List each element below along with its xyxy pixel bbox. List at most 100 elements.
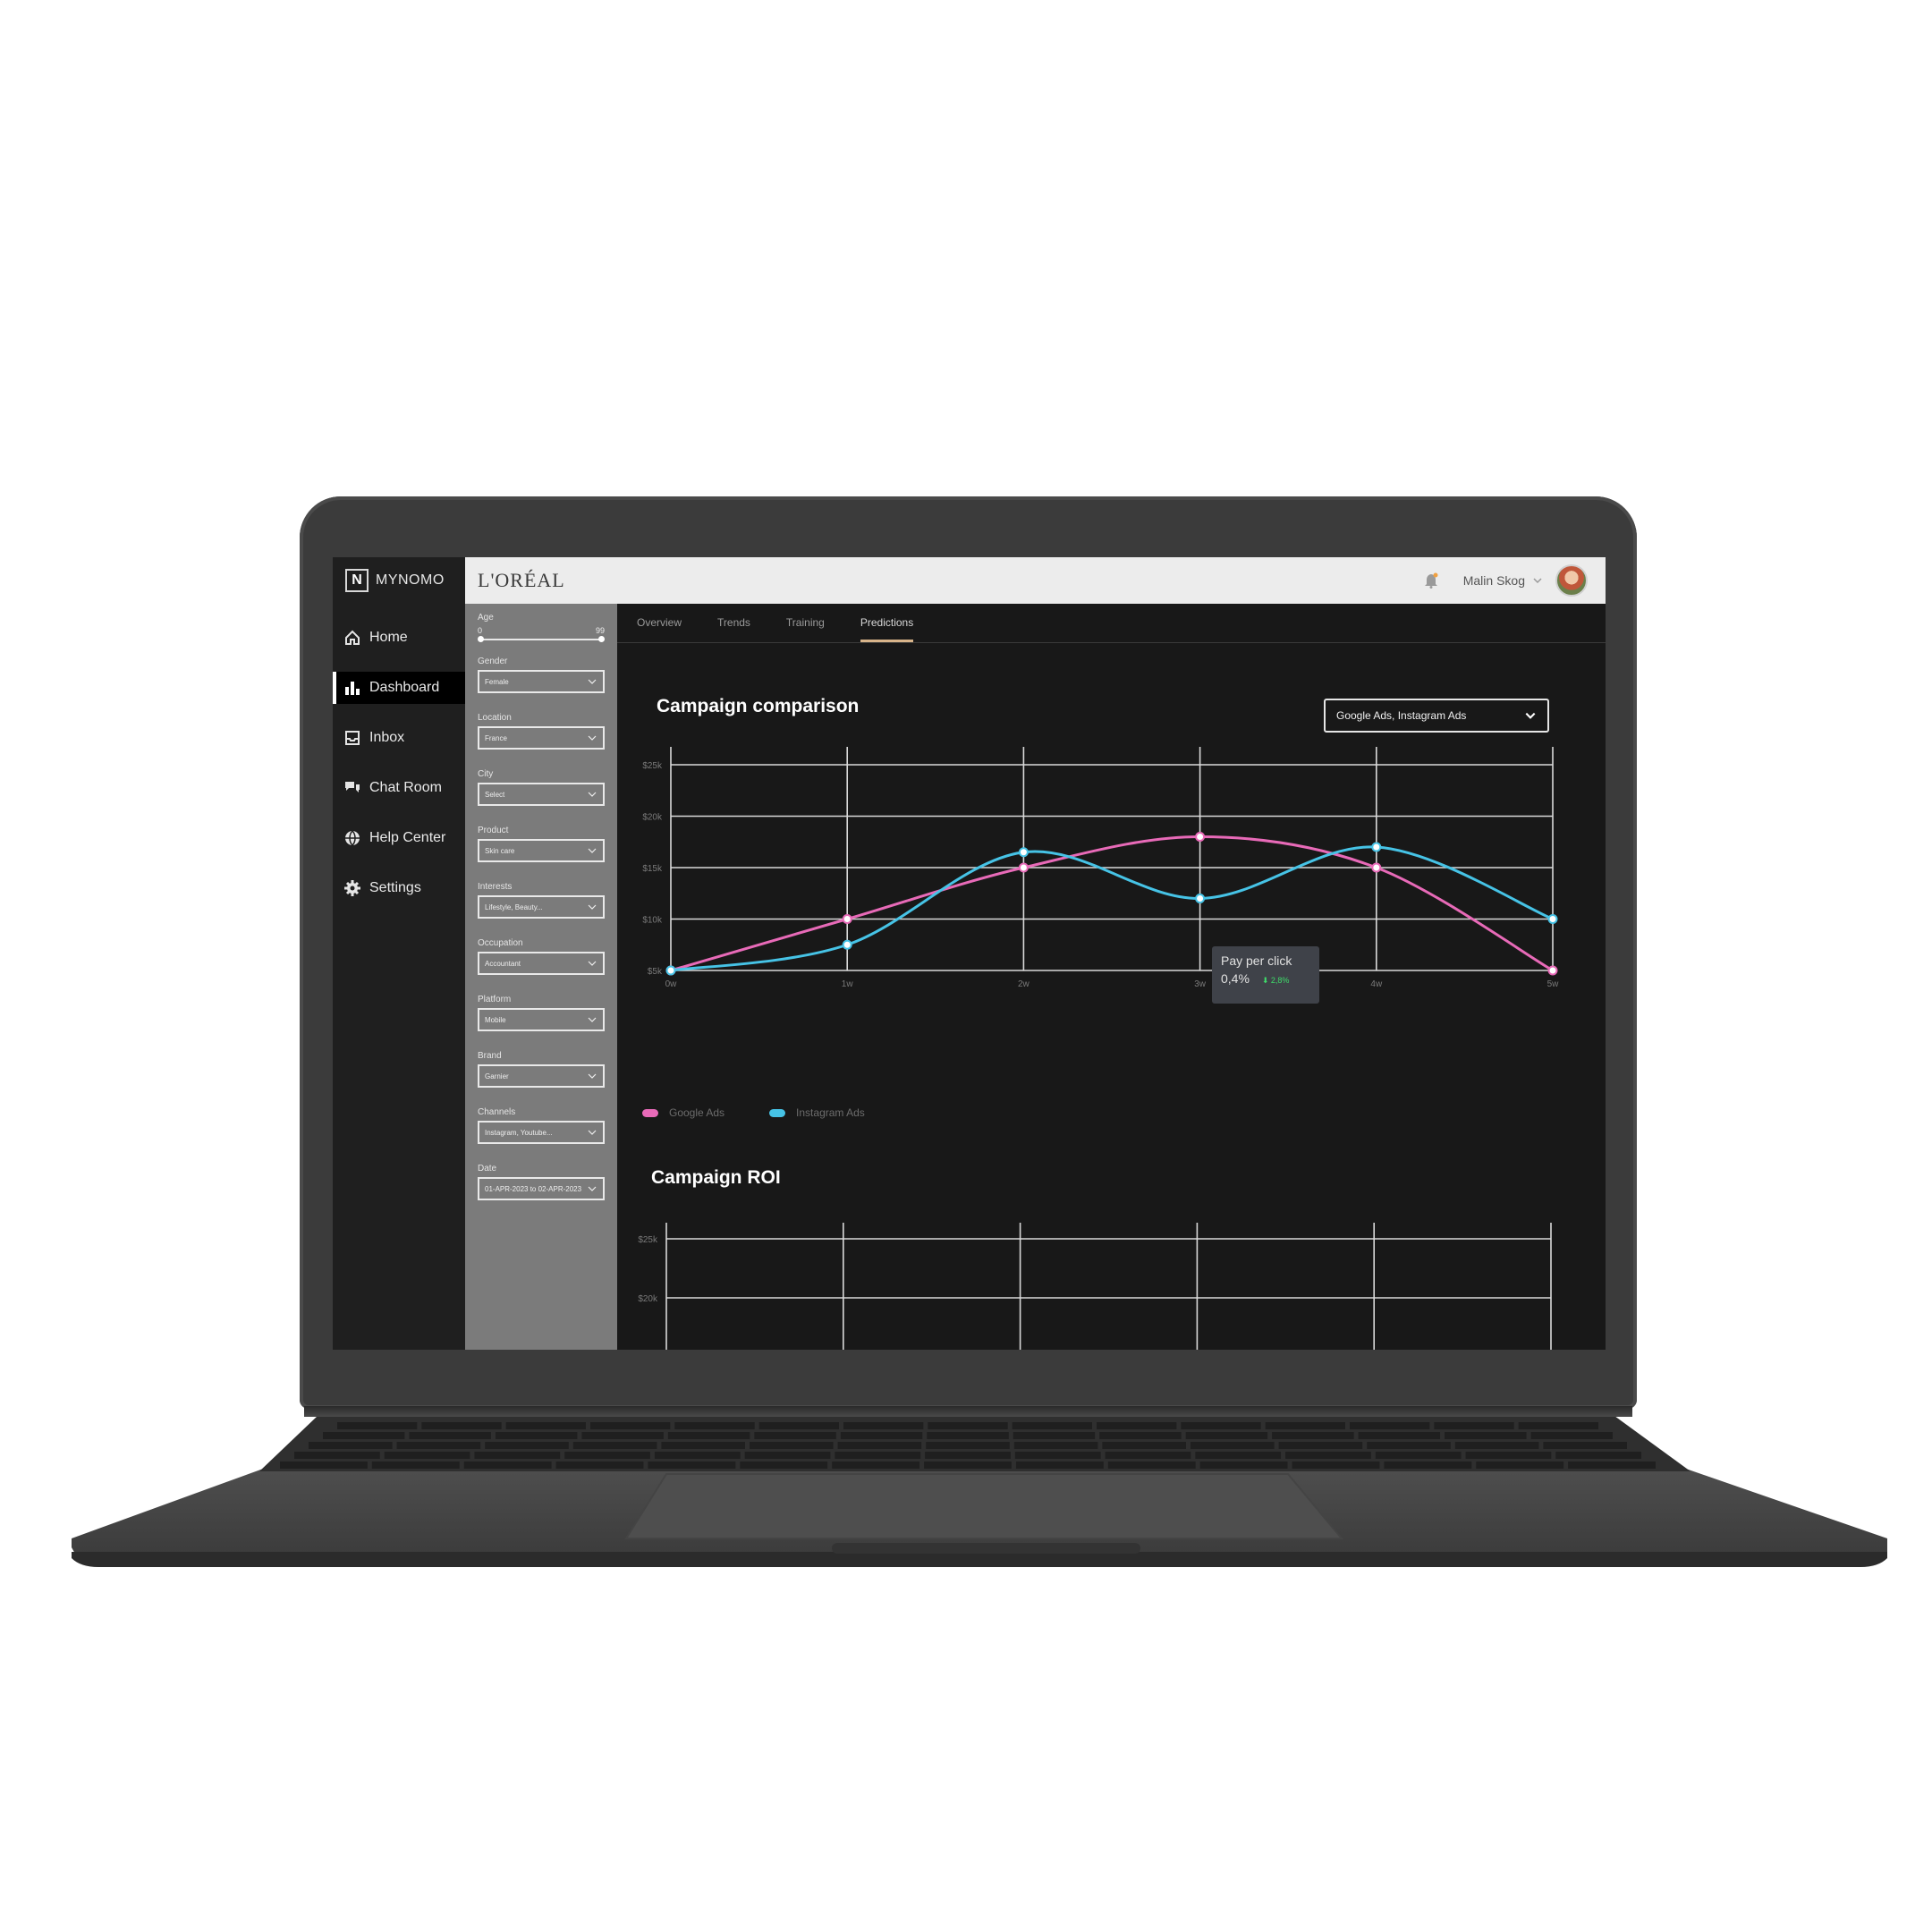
product-select[interactable]: Skin care	[478, 839, 605, 862]
keyboard-key	[927, 1432, 1009, 1439]
keyboard-key	[1014, 1452, 1101, 1459]
keyboard-key	[1384, 1462, 1472, 1469]
campaign-comparison-title: Campaign comparison	[657, 696, 860, 716]
tab-trends[interactable]: Trends	[717, 616, 750, 629]
y-tick-label: $20k	[638, 1294, 658, 1304]
keyboard-key	[485, 1442, 569, 1449]
keyboard-key	[280, 1462, 368, 1469]
avatar[interactable]	[1555, 564, 1588, 597]
notification-bell-icon[interactable]	[1422, 572, 1440, 589]
keyboard-key	[654, 1452, 741, 1459]
select-value: Lifestyle, Beauty...	[485, 902, 543, 911]
gear-icon	[344, 880, 360, 896]
keyboard-key	[1097, 1422, 1177, 1429]
data-point	[1371, 842, 1382, 852]
filter-label: City	[478, 769, 494, 779]
keyboard-key	[1199, 1462, 1288, 1469]
keyboard-key	[323, 1432, 405, 1439]
sidebar-item-settings[interactable]: Settings	[333, 872, 465, 904]
keyboard-key	[1265, 1422, 1345, 1429]
sidebar-item-label: Help Center	[369, 830, 446, 845]
chevron-down-icon	[1525, 712, 1536, 719]
keyboard-key	[758, 1422, 839, 1429]
google-ads-line	[670, 835, 1554, 972]
legend-swatch	[642, 1108, 658, 1117]
x-tick-label: 1w	[842, 979, 854, 989]
filter-label: Location	[478, 713, 512, 723]
legend-swatch	[769, 1108, 786, 1117]
keyboard-key	[564, 1452, 650, 1459]
sidebar-item-label: Home	[369, 630, 408, 645]
data-point	[1547, 965, 1558, 976]
sidebar-item-chat-room[interactable]: Chat Room	[333, 772, 465, 804]
location-select[interactable]: France	[478, 726, 605, 750]
app-screen: N MYNOMO Home Dashboard Inbox Chat Room …	[333, 557, 1606, 1350]
keyboard-key	[926, 1442, 1010, 1449]
interests-select[interactable]: Lifestyle, Beauty...	[478, 895, 605, 919]
bar-chart-icon	[345, 682, 360, 695]
keyboard-key	[463, 1462, 552, 1469]
age-slider-track	[479, 639, 603, 640]
age-max-label: 99	[595, 626, 605, 635]
occupation-select[interactable]: Accountant	[478, 952, 605, 975]
brand-logo-icon: N	[345, 569, 369, 592]
keyboard-key	[384, 1452, 470, 1459]
instagram-ads-line	[670, 845, 1554, 972]
keyboard-key	[421, 1422, 502, 1429]
chevron-down-icon	[588, 961, 597, 966]
date-select[interactable]: 01-APR-2023 to 02-APR-2023	[478, 1177, 605, 1200]
campaign-roi-title: Campaign ROI	[651, 1167, 781, 1188]
sidebar-item-inbox[interactable]: Inbox	[333, 722, 465, 754]
keyboard-key	[555, 1462, 644, 1469]
chevron-down-icon[interactable]	[1532, 575, 1543, 586]
keyboard-key	[1272, 1432, 1354, 1439]
keyboard-key	[309, 1442, 393, 1449]
legend-label: Google Ads	[669, 1106, 725, 1119]
series-select[interactable]: Google Ads, Instagram Ads	[1324, 699, 1549, 733]
select-value: 01-APR-2023 to 02-APR-2023	[485, 1184, 582, 1193]
tooltip-delta-value: 2,8%	[1270, 976, 1290, 985]
chevron-down-icon	[588, 1017, 597, 1022]
chevron-down-icon	[588, 1130, 597, 1135]
keyboard-key	[1350, 1422, 1430, 1429]
main-content: Overview Trends Training Predictions Cam…	[617, 604, 1606, 1350]
brand-select[interactable]: Garnier	[478, 1064, 605, 1088]
tab-predictions[interactable]: Predictions	[860, 604, 914, 642]
user-name[interactable]: Malin Skog	[1462, 573, 1525, 588]
gender-select[interactable]: Female	[478, 670, 605, 693]
y-tick-label: $20k	[642, 813, 663, 823]
tab-overview[interactable]: Overview	[637, 616, 682, 629]
platform-select[interactable]: Mobile	[478, 1008, 605, 1031]
chevron-down-icon	[588, 679, 597, 684]
sidebar-item-help-center[interactable]: Help Center	[333, 822, 465, 854]
age-range-slider[interactable]	[478, 635, 605, 644]
x-tick-label: 5w	[1547, 979, 1560, 989]
filter-label: Brand	[478, 1051, 502, 1061]
chart-legend: Google Ads Instagram Ads	[642, 1106, 910, 1119]
tab-training[interactable]: Training	[785, 616, 825, 629]
age-slider-min-handle[interactable]	[478, 636, 484, 642]
keyboard-key	[590, 1422, 671, 1429]
keyboard-key	[1099, 1432, 1182, 1439]
legend-item-google-ads[interactable]: Google Ads	[642, 1106, 724, 1119]
sidebar-item-dashboard[interactable]: Dashboard	[333, 672, 465, 704]
filter-panel: Age 0 99 Gender Female Location France C…	[465, 604, 617, 1350]
filter-label: Product	[478, 826, 509, 835]
filter-label: Gender	[478, 657, 508, 666]
sidebar-item-home[interactable]: Home	[333, 622, 465, 654]
legend-item-instagram-ads[interactable]: Instagram Ads	[769, 1106, 865, 1119]
select-value: Skin care	[485, 846, 515, 855]
top-header: L'ORÉAL Malin Skog	[465, 557, 1606, 604]
age-slider-max-handle[interactable]	[598, 636, 605, 642]
keyboard-key	[1292, 1462, 1380, 1469]
channels-select[interactable]: Instagram, Youtube...	[478, 1121, 605, 1144]
brand[interactable]: N MYNOMO	[333, 557, 465, 604]
keyboard-key	[396, 1442, 481, 1449]
keyboard-key	[572, 1442, 657, 1449]
keyboard-key	[744, 1452, 831, 1459]
select-value: Accountant	[485, 959, 521, 968]
data-point	[1018, 862, 1029, 873]
keyboard-key	[925, 1452, 1011, 1459]
city-select[interactable]: Select	[478, 783, 605, 806]
keyboard-key	[1181, 1422, 1261, 1429]
